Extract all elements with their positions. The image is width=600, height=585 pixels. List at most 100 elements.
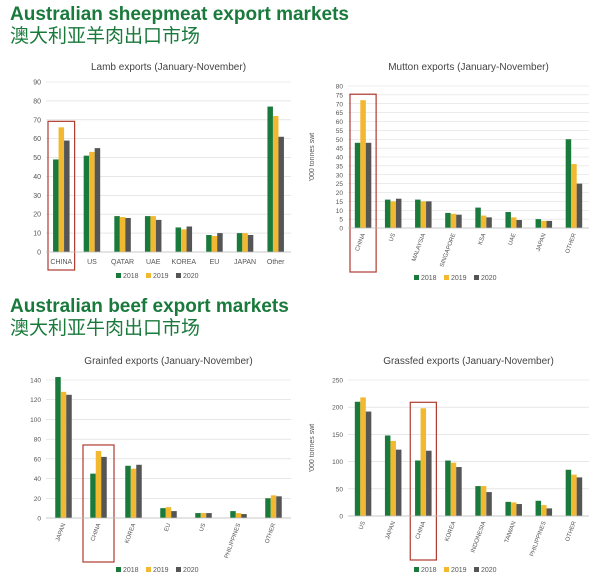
x-tick-label: TAIWAN xyxy=(504,521,517,544)
y-tick-label: 55 xyxy=(336,128,344,135)
legend-swatch-2019 xyxy=(146,273,151,278)
y-tick-label: 15 xyxy=(336,199,344,206)
y-tick-label: 150 xyxy=(332,432,343,439)
y-tick-label: 0 xyxy=(339,514,343,521)
bar-2019-ksa xyxy=(480,215,487,228)
bar-2018-us xyxy=(354,401,361,516)
bar-2018-malaysia xyxy=(415,199,421,228)
y-tick-label: 80 xyxy=(34,437,42,444)
y-tick-label: 90 xyxy=(33,80,41,87)
legend-swatch-2018 xyxy=(116,273,121,278)
legend-swatch-2018 xyxy=(116,567,121,572)
bar-2020-ksa xyxy=(486,217,492,228)
x-tick-label: KOREA xyxy=(172,259,197,266)
y-tick-label: 10 xyxy=(33,231,41,238)
bar-2020-philippines xyxy=(546,508,553,516)
bar-2020-other xyxy=(576,183,583,228)
x-tick-label: QATAR xyxy=(111,259,134,266)
y-tick-label: 100 xyxy=(332,459,343,466)
bar-2020-other xyxy=(278,136,284,252)
bar-2018-singapore xyxy=(445,212,451,228)
bar-2019-other xyxy=(270,495,277,518)
china-highlight-box xyxy=(47,120,76,271)
y-tick-label: 40 xyxy=(34,476,42,483)
bar-2018-philippines xyxy=(535,500,542,516)
y-tick-label: 40 xyxy=(336,155,344,162)
legend-label-2018: 2018 xyxy=(123,567,139,574)
bar-2018-china xyxy=(354,142,361,228)
y-tick-label: 70 xyxy=(33,117,41,124)
sheepmeat-heading: Australian sheepmeat export markets 澳大利亚… xyxy=(10,4,349,48)
bar-2018-philippines xyxy=(230,511,236,518)
legend-label-2019: 2019 xyxy=(153,273,169,280)
bar-2019-china xyxy=(360,100,366,228)
bar-2020-us xyxy=(395,198,402,228)
chart-title: Grainfed exports (January-November) xyxy=(84,356,252,367)
bar-2020-singapore xyxy=(456,214,462,228)
lamb-chart: Lamb exports (January-November) 0 10 20 30 40… xyxy=(6,56,296,291)
y-tick-label: 80 xyxy=(336,84,344,91)
legend-swatch-2020 xyxy=(176,273,181,278)
y-tick-label: 120 xyxy=(30,397,41,404)
y-tick-label: 45 xyxy=(336,146,344,153)
bar-2020-japan xyxy=(546,220,553,228)
mutton-chart-svg: Mutton exports (January-November) '000 to… xyxy=(309,62,589,282)
y-tick-label: 65 xyxy=(336,110,344,117)
bar-2019-china xyxy=(95,450,102,518)
x-tick-label: MALAYSIA xyxy=(411,233,427,263)
x-tick-label: Other xyxy=(267,259,285,266)
x-tick-label: INDONESIA xyxy=(471,521,488,554)
x-tick-label: CHINA xyxy=(90,523,102,543)
bar-2019-other xyxy=(571,474,577,516)
bar-2020-philippines xyxy=(241,514,247,518)
bar-2018-other xyxy=(565,469,572,516)
bar-2018-us xyxy=(83,155,90,252)
bar-2019-korea xyxy=(181,229,187,252)
y-tick-label: 100 xyxy=(30,417,41,424)
bar-2018-japan xyxy=(535,219,542,228)
y-tick-label: 5 xyxy=(339,217,343,224)
legend-label-2018: 2018 xyxy=(123,273,139,280)
bar-2020-other xyxy=(576,477,583,516)
bar-2018-eu xyxy=(160,508,166,518)
bar-2018-taiwan xyxy=(505,501,511,516)
grainfed-chart-svg: Grainfed exports (January-November) 0 20 40… xyxy=(30,356,291,574)
bar-2018-japan xyxy=(384,435,391,516)
x-tick-label: OTHER xyxy=(565,520,578,542)
bar-2020-japan xyxy=(247,235,254,252)
legend-swatch-2019 xyxy=(146,567,151,572)
legend-label-2020: 2020 xyxy=(481,275,497,282)
bar-2019-taiwan xyxy=(510,502,517,516)
bar-2019-philippines xyxy=(235,513,242,518)
x-tick-label: CHINA xyxy=(415,521,427,541)
bar-2018-china xyxy=(53,159,59,252)
bar-2019-singapore xyxy=(450,213,457,228)
legend-swatch-2020 xyxy=(474,275,479,280)
bar-2019-indonesia xyxy=(480,486,487,516)
sheepmeat-heading-zh: 澳大利亚羊肉出口市场 xyxy=(10,26,201,47)
x-tick-label: KOREA xyxy=(125,523,138,545)
x-tick-label: CHINA xyxy=(355,233,367,253)
bar-2018-qatar xyxy=(114,216,120,252)
x-tick-label: JAPAN xyxy=(55,523,67,543)
bar-2020-china xyxy=(426,450,432,516)
bar-2020-us xyxy=(206,513,212,518)
y-tick-label: 70 xyxy=(336,101,344,108)
y-tick-label: 140 xyxy=(30,378,41,385)
legend-swatch-2019 xyxy=(444,275,449,280)
bar-2018-japan xyxy=(236,233,243,252)
legend-label-2020: 2020 xyxy=(183,273,199,280)
x-tick-label: US xyxy=(199,523,207,533)
bar-2019-philippines xyxy=(541,505,547,516)
bar-2020-malaysia xyxy=(426,201,432,228)
x-tick-label: JAPAN xyxy=(536,233,548,253)
chart-title: Mutton exports (January-November) xyxy=(388,62,549,73)
bar-2020-korea xyxy=(456,467,462,516)
chart-title: Lamb exports (January-November) xyxy=(91,62,246,73)
bar-2019-us xyxy=(89,151,95,252)
legend-label-2018: 2018 xyxy=(421,567,437,574)
bar-2019-japan xyxy=(541,220,547,228)
x-tick-label: PHILIPPINES xyxy=(224,523,242,560)
x-tick-label: OTHER xyxy=(565,232,578,254)
bar-2020-us xyxy=(365,411,372,516)
